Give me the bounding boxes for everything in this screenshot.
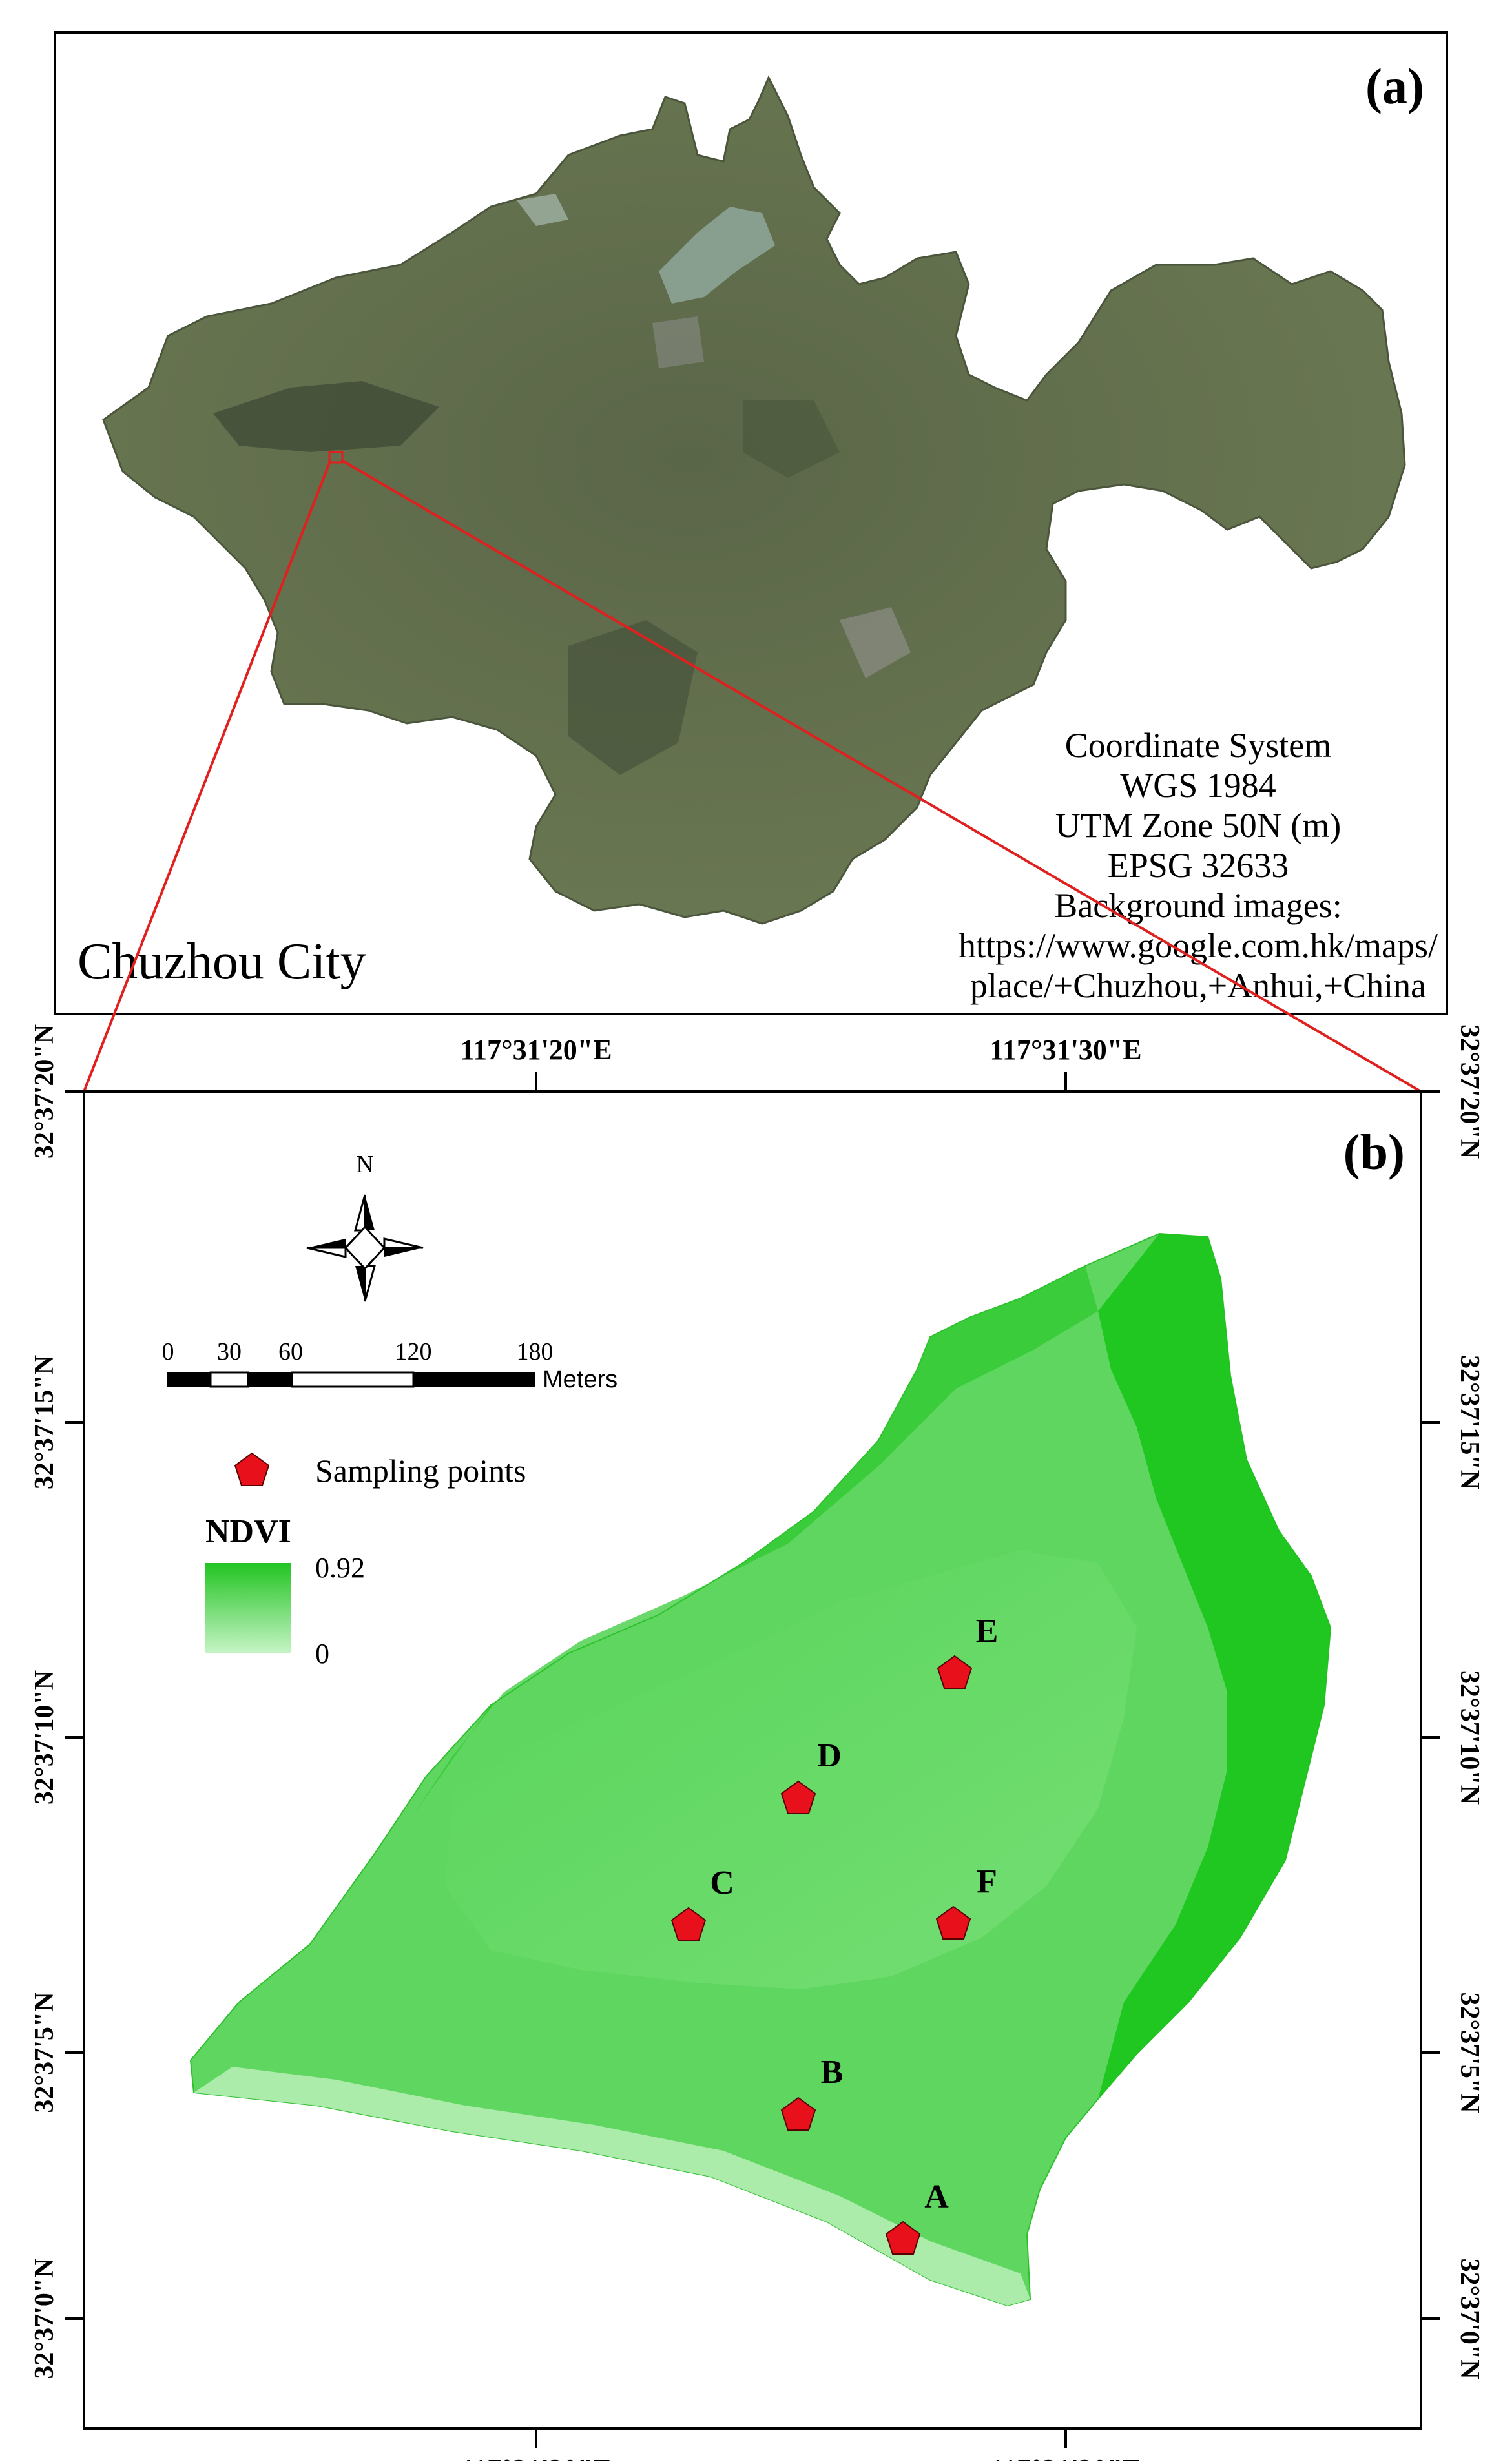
reservoir-water xyxy=(659,207,775,304)
ndvi-max-label: 0.92 xyxy=(315,1552,365,1584)
zoom-line-right xyxy=(340,459,1422,1093)
mountain-ridge xyxy=(213,381,439,452)
legend-marker-icon xyxy=(234,1452,270,1486)
dark-forest-patch-2 xyxy=(743,400,840,478)
scale-tick-label: 120 xyxy=(395,1338,432,1365)
info-line: WGS 1984 xyxy=(1120,766,1276,805)
sampling-point-label: B xyxy=(821,2054,844,2091)
ndvi-min-label: 0 xyxy=(315,1638,329,1670)
panel-a-label: (a) xyxy=(1365,58,1424,114)
panel-a: (a) Chuzhou City Coordinate System WGS 1… xyxy=(54,31,1448,1015)
sampling-points: A B C D E F xyxy=(670,1613,999,2255)
x-label-bottom: 117°31'30"E xyxy=(990,2454,1141,2461)
y-label-right: 32°37'0"N xyxy=(1455,2258,1484,2379)
inner-lake-area xyxy=(446,1550,1137,1989)
y-label-right: 32°37'5"N xyxy=(1455,1992,1484,2113)
y-label-left: 32°37'20"N xyxy=(30,1024,59,1159)
scale-tick-label: 60 xyxy=(278,1338,303,1365)
y-axis-labels-left: 32°37'20"N 32°37'15"N 32°37'10"N 32°37'5… xyxy=(30,1024,59,2379)
scale-tick-label: 30 xyxy=(217,1338,242,1365)
sampling-point-e: E xyxy=(937,1613,999,1689)
sampling-point-label: F xyxy=(977,1863,997,1900)
chuzhou-region xyxy=(102,75,1406,925)
y-label-left: 32°37'15"N xyxy=(30,1355,59,1489)
urban-patch xyxy=(840,607,911,678)
sampling-point-b: B xyxy=(780,2054,844,2131)
scale-bar: 0 30 60 120 180 Meters xyxy=(162,1338,618,1393)
city-name-label: Chuzhou City xyxy=(78,933,366,990)
legend-sampling-label: Sampling points xyxy=(315,1453,526,1489)
sampling-point-label: C xyxy=(710,1865,734,1901)
y-label-left: 32°37'0"N xyxy=(30,2258,59,2379)
sampling-point-label: A xyxy=(924,2179,949,2215)
x-label-bottom: 117°31'20"E xyxy=(460,2454,612,2461)
north-arrow-label: N xyxy=(356,1151,373,1178)
legend-ndvi-title: NDVI xyxy=(205,1513,291,1550)
zoom-location-marker xyxy=(328,451,344,464)
sampling-point-label: E xyxy=(976,1613,999,1650)
graticule-ticks xyxy=(65,1072,1440,2448)
south-bank-light xyxy=(194,2067,1030,2306)
scale-tick-label: 0 xyxy=(162,1338,174,1365)
y-label-right: 32°37'10"N xyxy=(1455,1670,1484,1805)
y-axis-labels-right: 32°37'20"N 32°37'15"N 32°37'10"N 32°37'5… xyxy=(1455,1024,1484,2379)
x-label-top: 117°31'30"E xyxy=(990,1034,1141,1066)
y-label-right: 32°37'20"N xyxy=(1455,1024,1484,1159)
urban-patch-2 xyxy=(652,316,704,368)
y-label-left: 32°37'10"N xyxy=(30,1670,59,1805)
scale-tick-label: 180 xyxy=(517,1338,554,1365)
sampling-point-f: F xyxy=(935,1863,997,1940)
dark-forest-patch xyxy=(568,620,698,775)
info-line: Background images: xyxy=(1054,886,1342,925)
y-label-left: 32°37'5"N xyxy=(30,1992,59,2113)
legend: Sampling points NDVI 0.92 0 xyxy=(205,1452,526,1670)
panel-b: 117°31'20"E 117°31'30"E 117°31'20"E 117°… xyxy=(30,1024,1484,2464)
zoom-line-left xyxy=(83,459,332,1092)
info-line: https://www.google.com.hk/maps/ xyxy=(959,926,1438,965)
ndvi-color-ramp xyxy=(205,1563,291,1653)
panel-b-label: (b) xyxy=(1343,1124,1405,1180)
scale-unit-label: Meters xyxy=(543,1366,617,1393)
info-line: Coordinate System xyxy=(1065,726,1331,765)
sampling-point-a: A xyxy=(885,2179,949,2255)
embankment-dense-vegetation xyxy=(1098,1234,1331,2099)
north-bank-vegetation xyxy=(413,1266,1098,1815)
info-line: UTM Zone 50N (m) xyxy=(1055,806,1341,845)
sampling-point-label: D xyxy=(817,1737,842,1774)
x-label-top: 117°31'20"E xyxy=(460,1034,612,1066)
info-line: EPSG 32633 xyxy=(1108,846,1289,885)
info-line: place/+Chuzhou,+Anhui,+China xyxy=(970,966,1426,1005)
sampling-point-d: D xyxy=(780,1737,842,1814)
sampling-point-c: C xyxy=(670,1865,734,1941)
north-arrow: N xyxy=(306,1151,424,1302)
y-label-right: 32°37'15"N xyxy=(1455,1355,1484,1489)
lake-water-small xyxy=(517,194,568,226)
